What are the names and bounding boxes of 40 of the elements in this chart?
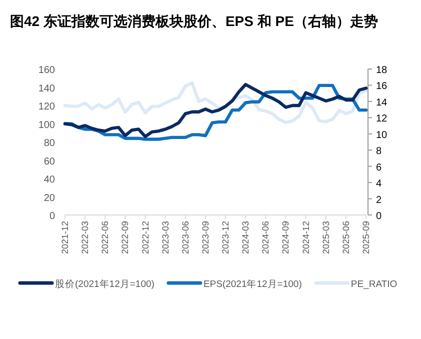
x-tick-label: 2024-12 [300, 221, 311, 254]
y-tick-label: 60 [44, 156, 56, 168]
x-tick-label: 2024-03 [240, 221, 251, 254]
x-tick-label: 2022-12 [140, 221, 150, 254]
y2-tick-label: 18 [376, 65, 388, 76]
x-tick-label: 2022-03 [80, 221, 90, 254]
y-tick-label: 140 [38, 83, 56, 94]
y2-tick-label: 14 [376, 97, 388, 108]
x-tick-label: 2024-09 [280, 221, 291, 254]
y2-tick-label: 6 [376, 162, 382, 174]
y-tick-label: 160 [38, 65, 56, 76]
x-tick-label: 2025-03 [320, 221, 331, 254]
line-series [63, 81, 368, 124]
y2-tick-label: 16 [376, 81, 388, 92]
y2-tick-label: 10 [376, 130, 388, 141]
x-tick-label: 2022-06 [100, 221, 110, 254]
x-tick-label: 2021-12 [60, 221, 70, 254]
y-tick-label: 120 [38, 102, 56, 112]
x-tick-label: 2023-12 [220, 221, 231, 254]
y-tick-label: 20 [44, 192, 56, 204]
x-tick-label: 2025-06 [340, 221, 351, 254]
y-tick-label: 80 [44, 138, 56, 149]
x-tick-label: 2023-03 [160, 221, 170, 254]
legend-label: PE_RATIO [350, 279, 398, 290]
y2-tick-label: 4 [376, 178, 382, 190]
legend-label: 股价(2021年12月=100) [55, 278, 154, 290]
x-tick-label: 2024-06 [260, 221, 271, 254]
y-tick-label: 100 [38, 120, 56, 131]
y2-tick-label: 0 [376, 211, 382, 222]
x-tick-label: 2023-09 [200, 221, 210, 254]
y2-tick-label: 2 [376, 194, 382, 206]
y2-tick-label: 12 [376, 114, 388, 125]
x-tick-label: 2022-09 [120, 221, 130, 254]
y2-tick-label: 8 [376, 146, 382, 158]
chart-title: 图42 东证指数可选消费板块股价、EPS 和 PE（右轴）走势 [10, 13, 378, 29]
x-tick-label: 2025-09 [361, 221, 371, 254]
y-tick-label: 40 [44, 174, 56, 186]
legend-label: EPS(2021年12月=100) [203, 278, 302, 290]
y-tick-label: 0 [49, 211, 56, 222]
x-tick-label: 2023-06 [180, 221, 190, 254]
